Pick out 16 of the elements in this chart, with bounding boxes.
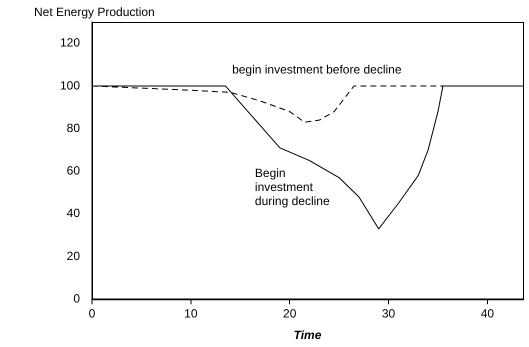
- y-tick-label: 120: [60, 36, 80, 50]
- y-tick-label: 60: [66, 164, 80, 178]
- x-tick-label: 0: [88, 306, 96, 321]
- y-tick-label: 40: [66, 206, 80, 220]
- x-tick-label: 20: [283, 306, 297, 321]
- y-tick-label: 80: [66, 120, 80, 135]
- y-axis-title: Net Energy Production: [34, 5, 155, 19]
- y-tick-label: 0: [73, 292, 80, 306]
- annotation: Begin investment during decline: [254, 166, 330, 208]
- x-axis-title: Time: [294, 328, 322, 342]
- annotation: begin investment before decline: [232, 62, 402, 76]
- x-tick-label: 40: [480, 306, 494, 321]
- y-tick-label: 100: [60, 78, 80, 92]
- y-tick-label: 20: [66, 248, 80, 263]
- x-tick-label: 10: [184, 306, 198, 321]
- x-tick-label: 30: [382, 306, 396, 321]
